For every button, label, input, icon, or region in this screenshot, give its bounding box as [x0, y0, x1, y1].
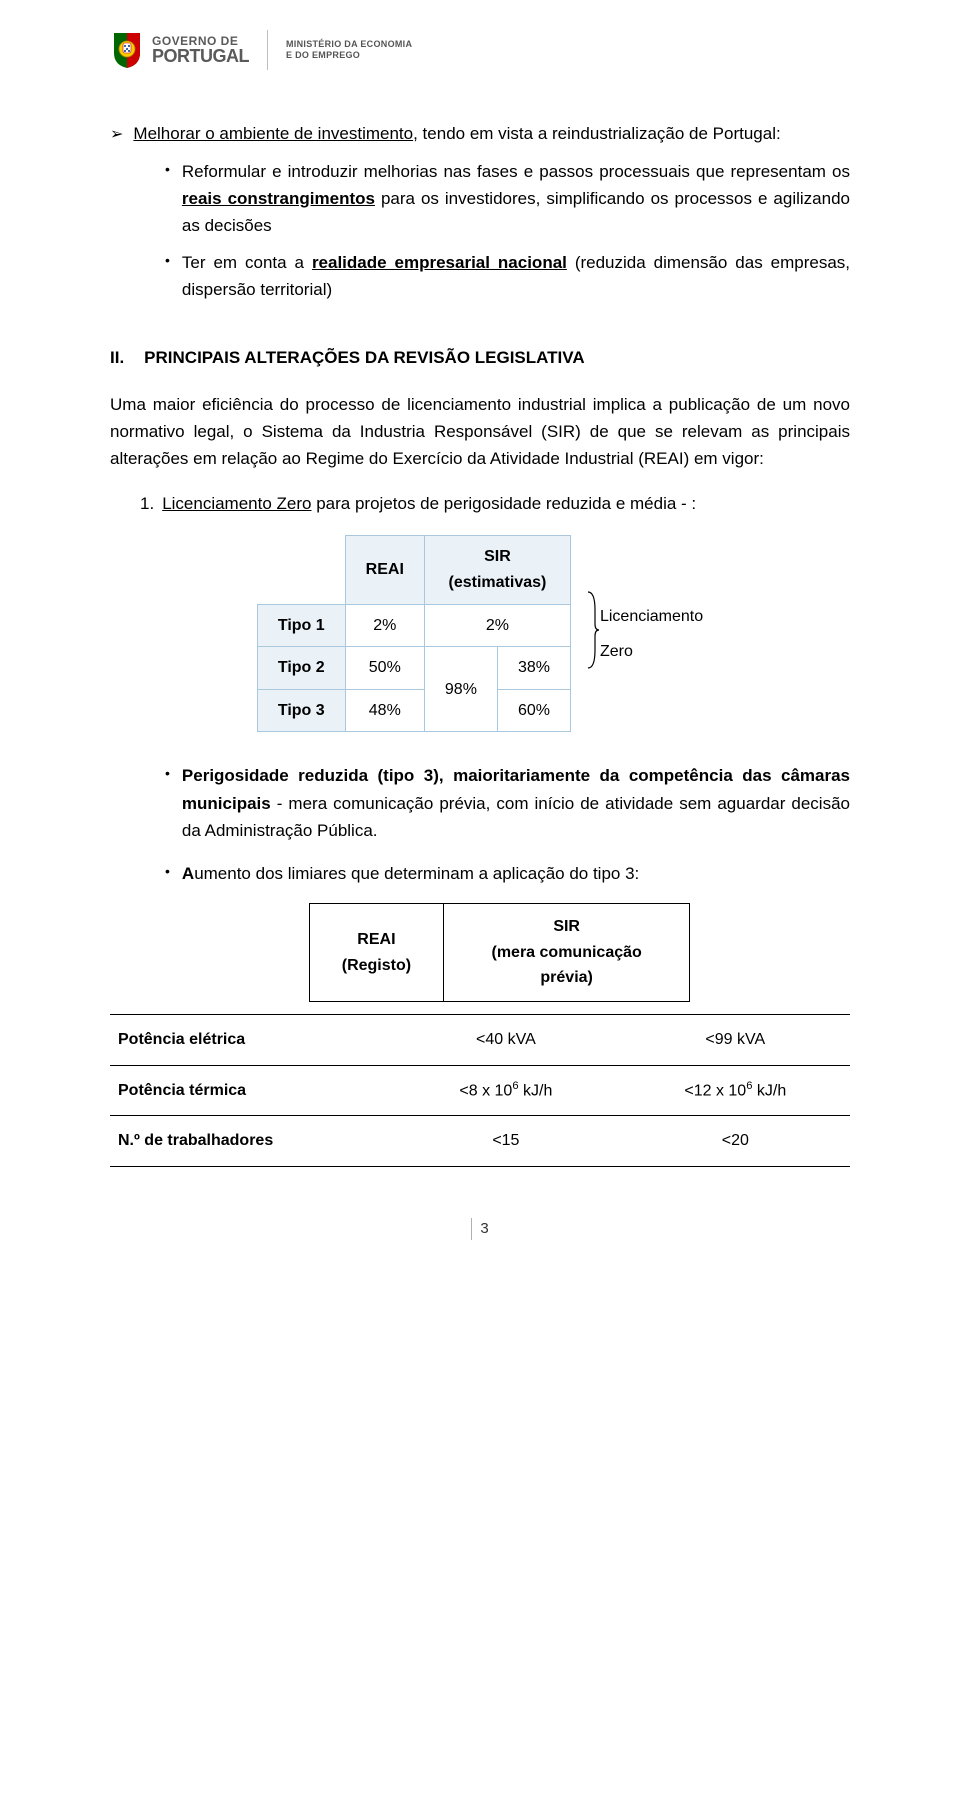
- bracket-annotation: Licenciamento Zero: [586, 590, 703, 678]
- table1-h-sir: SIR(estimativas): [424, 536, 570, 604]
- main-bullet-text: Melhorar o ambiente de investimento, ten…: [133, 120, 850, 147]
- table2-col1-l1: REAI: [357, 931, 395, 948]
- arrow-icon: ➢: [110, 122, 123, 148]
- main-bullet-lead: Melhorar o ambiente de investimento: [133, 124, 413, 143]
- num1-rest: para projetos de perigosidade reduzida e…: [312, 494, 697, 513]
- sub-bullet-1: • Reformular e introduzir melhorias nas …: [165, 158, 850, 240]
- t3r1-sir: <99 kVA: [621, 1014, 850, 1065]
- main-bullet-rest: , tendo em vista a reindustrialização de…: [413, 124, 781, 143]
- sub2-bold: realidade empresarial nacional: [312, 253, 567, 272]
- table3-row-1: Potência elétrica <40 kVA <99 kVA: [110, 1014, 850, 1065]
- table1-r1-label: Tipo 1: [257, 604, 345, 647]
- table2-col2-l1: SIR: [553, 918, 580, 935]
- section-num: II.: [110, 344, 124, 371]
- table1-r3-sir-split: 60%: [497, 689, 570, 732]
- t3r1-reai: <40 kVA: [391, 1014, 620, 1065]
- inner-bullet-2: • Aumento dos limiares que determinam a …: [165, 860, 850, 887]
- inner1-rest: - mera comunicação prévia, com início de…: [182, 794, 850, 840]
- table1-h-reai: REAI: [345, 536, 424, 604]
- bracket-label-2: Zero: [600, 634, 703, 669]
- table2-col2: SIR (mera comunicação prévia): [444, 904, 690, 1002]
- sub1-pre: Reformular e introduzir melhorias nas fa…: [182, 162, 850, 181]
- gov-line2: PORTUGAL: [152, 47, 249, 65]
- table1-r1-sir: 2%: [424, 604, 570, 647]
- ministry-line1: MINISTÉRIO DA ECONOMIA: [286, 39, 412, 50]
- numbered-item-1: 1. Licenciamento Zero para projetos de p…: [140, 490, 850, 517]
- t3r2-reai: <8 x 106 kJ/h: [391, 1065, 620, 1116]
- table2-col2-l2: (mera comunicação: [492, 944, 642, 961]
- ministry-line2: E DO EMPREGO: [286, 50, 412, 61]
- intro-paragraph: Uma maior eficiência do processo de lice…: [110, 391, 850, 473]
- t3r3-label: N.º de trabalhadores: [110, 1116, 391, 1167]
- bullet-dot-icon: •: [165, 249, 170, 303]
- t3r1-label: Potência elétrica: [110, 1014, 391, 1065]
- pagenum-divider: [471, 1218, 472, 1240]
- bullet-dot-icon: •: [165, 860, 170, 887]
- pagenum-value: 3: [480, 1217, 488, 1241]
- t3r3-sir: <20: [621, 1116, 850, 1167]
- thresholds-table: Potência elétrica <40 kVA <99 kVA Potênc…: [110, 1014, 850, 1167]
- table1-r2-sir-split: 38%: [497, 647, 570, 690]
- licensing-table: REAI SIR(estimativas) Tipo 1 2% 2% Tipo …: [257, 535, 571, 732]
- gov-name: GOVERNO DE PORTUGAL: [152, 35, 249, 65]
- table1-r2-label: Tipo 2: [257, 647, 345, 690]
- table1-r3-label: Tipo 3: [257, 689, 345, 732]
- table2-col1: REAI (Registo): [309, 904, 444, 1002]
- table1-container: REAI SIR(estimativas) Tipo 1 2% 2% Tipo …: [110, 535, 850, 732]
- table1-blank-corner: [257, 536, 345, 604]
- bracket-label-1: Licenciamento: [600, 599, 703, 634]
- inner2-boldfirst: A: [182, 864, 194, 883]
- table2-container: REAI (Registo) SIR (mera comunicação pré…: [110, 903, 850, 1002]
- table3-row-3: N.º de trabalhadores <15 <20: [110, 1116, 850, 1167]
- sub1-bold: reais constrangimentos: [182, 189, 375, 208]
- num1-underline: Licenciamento Zero: [162, 494, 311, 513]
- table2-col2-l3: prévia): [540, 969, 592, 986]
- header-divider: [267, 30, 268, 70]
- sub-bullet-2: • Ter em conta a realidade empresarial n…: [165, 249, 850, 303]
- table2-blank: [270, 904, 309, 1002]
- portugal-shield-icon: [110, 31, 144, 69]
- table2-col1-l2: (Registo): [342, 957, 411, 974]
- bullet-dot-icon: •: [165, 158, 170, 240]
- section-title: PRINCIPAIS ALTERAÇÕES DA REVISÃO LEGISLA…: [144, 344, 584, 371]
- bullet-dot-icon: •: [165, 762, 170, 844]
- num-marker: 1.: [140, 490, 154, 517]
- inner2-rest: umento dos limiares que determinam a apl…: [194, 864, 639, 883]
- table1-r1-reai: 2%: [345, 604, 424, 647]
- ministry-name: MINISTÉRIO DA ECONOMIA E DO EMPREGO: [286, 39, 412, 61]
- table1-r2-reai: 50%: [345, 647, 424, 690]
- page-number: 3: [110, 1217, 850, 1241]
- t3r2-sir: <12 x 106 kJ/h: [621, 1065, 850, 1116]
- thresholds-header-table: REAI (Registo) SIR (mera comunicação pré…: [270, 903, 690, 1002]
- document-header: GOVERNO DE PORTUGAL MINISTÉRIO DA ECONOM…: [110, 30, 850, 70]
- t3r2-label: Potência térmica: [110, 1065, 391, 1116]
- bracket-icon: [586, 590, 600, 678]
- inner-bullet-1: • Perigosidade reduzida (tipo 3), maiori…: [165, 762, 850, 844]
- section-2-heading: II. PRINCIPAIS ALTERAÇÕES DA REVISÃO LEG…: [110, 344, 850, 371]
- table1-r3-reai: 48%: [345, 689, 424, 732]
- main-bullet-block: ➢ Melhorar o ambiente de investimento, t…: [110, 120, 850, 304]
- t3r3-reai: <15: [391, 1116, 620, 1167]
- table1-sir-combined: 98%: [424, 647, 497, 732]
- sub2-pre: Ter em conta a: [182, 253, 312, 272]
- table3-row-2: Potência térmica <8 x 106 kJ/h <12 x 106…: [110, 1065, 850, 1116]
